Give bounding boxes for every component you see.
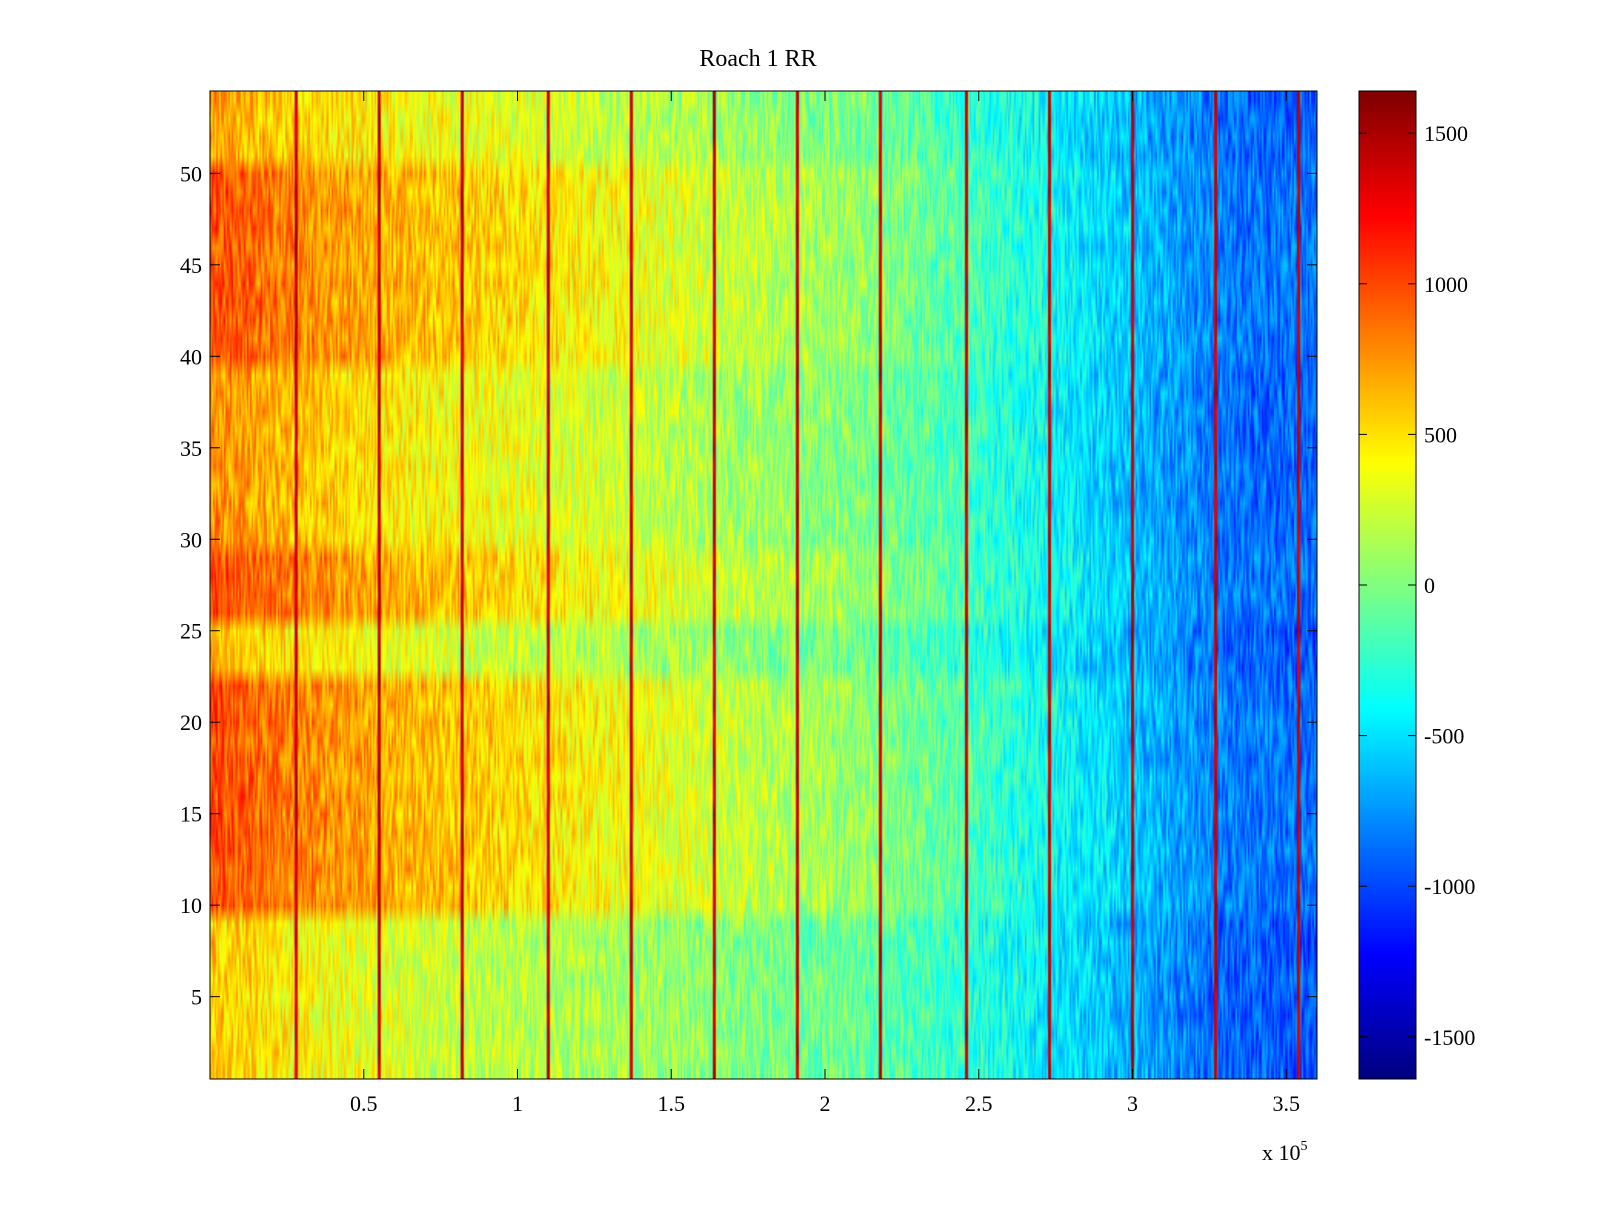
y-tick-label: 25: [180, 619, 202, 644]
axes-box: [209, 90, 1318, 1080]
y-tick-label: 5: [191, 985, 202, 1010]
x-tick-label: 1: [512, 1091, 523, 1116]
y-tick-label: 30: [180, 527, 202, 552]
x-multiplier-exponent: 5: [1301, 1139, 1308, 1154]
colorbar-tick-label: -1500: [1424, 1025, 1475, 1050]
x-tick-label: 2.5: [965, 1091, 993, 1116]
x-axis: 0.5 1 1.5 2 2.5 3 3.5: [350, 91, 1300, 1116]
y-tick-label: 20: [180, 710, 202, 735]
colorbar-ticks: 1500 1000 500 0 -500 -1000 -1500: [1359, 121, 1475, 1050]
x-tick-label: 2: [820, 1091, 831, 1116]
colorbar: 1500 1000 500 0 -500 -1000 -1500: [1358, 90, 1475, 1080]
colorbar-tick-label: 1500: [1424, 121, 1468, 146]
colorbar-tick-label: 1000: [1424, 272, 1468, 297]
y-tick-label: 15: [180, 802, 202, 827]
y-tick-label: 40: [180, 344, 202, 369]
colorbar-tick-label: -500: [1424, 724, 1464, 749]
plot-area: 0.5 1 1.5 2 2.5 3 3.5 5 10 15 20 25 30 35 40 45 50: [180, 90, 1318, 1116]
y-tick-label: 45: [180, 253, 202, 278]
y-tick-label: 35: [180, 436, 202, 461]
heatmap-image: [210, 91, 1317, 1079]
x-tick-label: 1.5: [658, 1091, 686, 1116]
svg-text:x 105: x 105: [1262, 1139, 1308, 1165]
y-axis: 5 10 15 20 25 30 35 40 45 50: [180, 161, 1317, 1010]
x-tick-label: 3.5: [1273, 1091, 1301, 1116]
chart-title: Roach 1 RR: [699, 46, 816, 72]
colorbar-tick-label: -1000: [1424, 874, 1475, 899]
y-tick-label: 50: [180, 161, 202, 186]
colorbar-gradient: [1359, 91, 1416, 1079]
x-axis-multiplier: x 105: [1262, 1139, 1308, 1165]
x-multiplier-base: x 10: [1262, 1140, 1301, 1165]
x-tick-label: 3: [1127, 1091, 1138, 1116]
colorbar-tick-label: 500: [1424, 422, 1457, 447]
x-tick-label: 0.5: [350, 1091, 378, 1116]
y-tick-label: 10: [180, 893, 202, 918]
colorbar-tick-label: 0: [1424, 573, 1435, 598]
